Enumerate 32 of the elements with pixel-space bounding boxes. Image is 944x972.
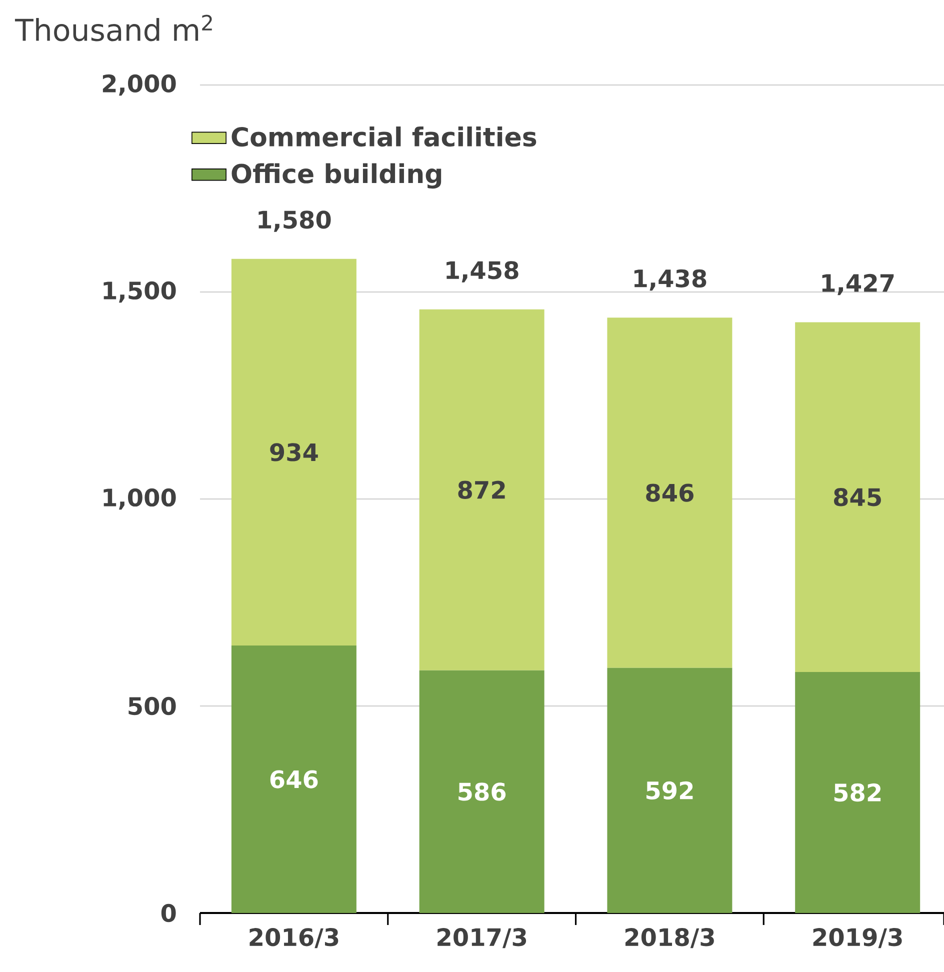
x-tick-label: 2018/3 (625, 928, 714, 948)
bar (419, 309, 544, 670)
data-label: 646 (270, 770, 318, 788)
bar (419, 670, 544, 913)
data-label: 582 (834, 783, 881, 802)
bar (607, 668, 732, 913)
y-tick-label: 1,000 (104, 488, 176, 510)
total-label: 1,458 (446, 261, 518, 282)
data-label: 872 (458, 480, 505, 499)
y-tick-label: 500 (128, 696, 176, 716)
y-tick-label: 2,000 (102, 74, 176, 96)
bar (231, 646, 356, 913)
data-label: 846 (646, 484, 694, 502)
total-label: 1,427 (822, 274, 894, 296)
bar (795, 322, 920, 672)
y-axis-title: Thousand m$^{2}$ (14, 14, 212, 42)
data-label: 592 (646, 781, 693, 800)
data-label: 845 (834, 488, 881, 506)
x-tick-label: 2016/3 (250, 928, 338, 948)
total-label: 1,580 (258, 210, 331, 232)
bar (231, 258, 356, 646)
total-label: 1,438 (634, 269, 706, 291)
bar (607, 318, 732, 668)
bar (795, 672, 920, 913)
data-label: 934 (270, 443, 318, 462)
x-tick-label: 2017/3 (438, 928, 526, 948)
legend-label: Commercial facilities (232, 126, 536, 147)
legend-label: Office building (232, 163, 442, 189)
y-tick-label: 0 (161, 904, 176, 922)
y-tick-label: 1,500 (104, 281, 176, 303)
data-label: 586 (458, 782, 506, 801)
x-tick-label: 2019/3 (813, 928, 902, 948)
